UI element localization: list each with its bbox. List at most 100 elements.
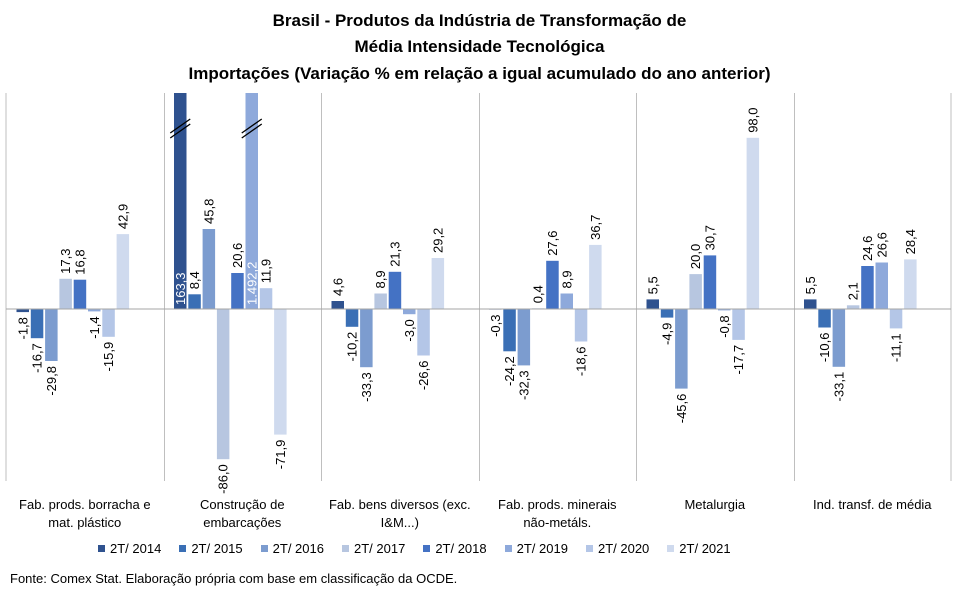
category-label: Fab. bens diversos (exc.	[329, 497, 471, 512]
bar	[345, 309, 359, 327]
axis-break-mark	[241, 123, 263, 139]
chart-legend: 2T/ 2014 2T/ 2015 2T/ 2016 2T/ 2017 2T/ 2018…	[98, 541, 731, 556]
data-label: 8,9	[559, 270, 574, 288]
bar	[804, 299, 817, 309]
bar	[73, 279, 87, 309]
bar	[832, 309, 846, 367]
bar	[861, 266, 874, 309]
data-label: 30,7	[703, 225, 718, 250]
bar	[818, 309, 831, 328]
bar	[560, 293, 573, 309]
data-label: -32,3	[516, 370, 531, 400]
bar	[374, 293, 387, 309]
axis-break-mark	[241, 118, 263, 134]
bar	[746, 137, 760, 309]
legend-item: 2T/ 2014	[98, 541, 161, 556]
data-label: -15,9	[101, 342, 116, 372]
bar	[574, 309, 588, 342]
category-label: mat. plástico	[48, 515, 121, 530]
bar	[546, 260, 559, 309]
axis-break-mark	[169, 123, 191, 139]
data-label: -11,1	[889, 333, 904, 362]
legend-item: 2T/ 2015	[179, 541, 243, 556]
data-label: 8,4	[187, 271, 202, 289]
legend-item: 2T/ 2020	[585, 541, 649, 556]
chart-title-line-3: Importações (Variação % em relação a igu…	[188, 64, 771, 83]
axis-break-mark	[169, 118, 191, 134]
data-label: -33,1	[831, 372, 846, 402]
data-label: -26,6	[416, 361, 431, 391]
data-label: -4,9	[660, 323, 675, 345]
data-label: 5,5	[645, 276, 660, 294]
data-label: 11,9	[259, 259, 274, 283]
data-label: 98,0	[745, 107, 760, 132]
data-label: 4,6	[330, 278, 345, 296]
legend-swatch	[504, 545, 512, 552]
legend-label: 2T/ 2021	[679, 541, 731, 556]
data-label: -29,8	[44, 366, 59, 396]
legend-label: 2T/ 2018	[435, 541, 487, 556]
legend-swatch	[260, 545, 268, 552]
data-label: 45,8	[201, 199, 216, 224]
bar	[388, 271, 402, 309]
bar	[675, 309, 688, 389]
data-label: 27,6	[545, 230, 560, 255]
bar	[689, 274, 702, 309]
bar	[703, 255, 717, 309]
data-label: 42,9	[115, 204, 130, 229]
bar	[231, 273, 244, 309]
legend-item: 2T/ 2017	[341, 541, 406, 556]
category-label: Fab. prods. borracha e	[19, 497, 151, 512]
legend-swatch	[98, 545, 105, 552]
data-label: -45,6	[674, 394, 689, 424]
data-label: 24,6	[860, 236, 875, 261]
data-label: 1.492,2	[244, 262, 259, 305]
legend-item: 2T/ 2019	[504, 541, 568, 556]
data-label: 36,7	[588, 215, 603, 240]
legend-swatch	[341, 545, 349, 552]
legend-item: 2T/ 2021	[667, 541, 731, 556]
legend-swatch	[667, 545, 675, 552]
legend-label: 2T/ 2017	[353, 541, 406, 556]
category-label: I&M...)	[381, 515, 419, 530]
bar	[517, 309, 531, 366]
bar	[403, 309, 416, 315]
data-label: -18,6	[574, 347, 589, 377]
category-label: Ind. transf. de média	[813, 497, 932, 512]
data-label: 21,3	[387, 241, 402, 266]
data-label: -10,6	[817, 333, 832, 363]
bar	[30, 309, 44, 339]
legend-label: 2T/ 2016	[272, 541, 324, 556]
data-label: -3,0	[402, 319, 417, 341]
data-label: 8,9	[373, 270, 388, 288]
bar	[875, 262, 888, 309]
bar	[331, 301, 344, 309]
bar	[589, 244, 602, 309]
bar	[904, 259, 917, 309]
data-label: -1,4	[87, 316, 102, 338]
category-label: não-metáls.	[523, 515, 591, 530]
bar	[116, 234, 130, 309]
data-label: 29,2	[430, 228, 445, 253]
bar	[102, 309, 115, 337]
bar	[188, 294, 201, 309]
bar-chart: -1,8 163,3 4,6 -0,3 5,5 5,5 -16,7 8,4 -10,2 -24,2…	[5, 93, 952, 530]
data-label: 2,1	[846, 282, 861, 300]
bar	[646, 299, 659, 309]
data-label: 20,0	[688, 244, 703, 269]
category-label: Metalurgia	[684, 497, 745, 512]
bar	[360, 309, 373, 368]
bar	[202, 229, 216, 309]
data-label: 20,6	[230, 243, 245, 268]
bar	[503, 309, 516, 352]
data-label: -86,0	[216, 464, 231, 494]
legend-swatch	[585, 545, 593, 552]
bar	[259, 288, 273, 309]
legend-swatch	[179, 545, 187, 552]
legend-item: 2T/ 2016	[260, 541, 324, 556]
category-label: embarcações	[203, 515, 282, 530]
data-label: -16,7	[30, 343, 45, 373]
data-label: 28,4	[903, 229, 918, 254]
legend-label: 2T/ 2019	[516, 541, 568, 556]
bar	[846, 305, 860, 309]
